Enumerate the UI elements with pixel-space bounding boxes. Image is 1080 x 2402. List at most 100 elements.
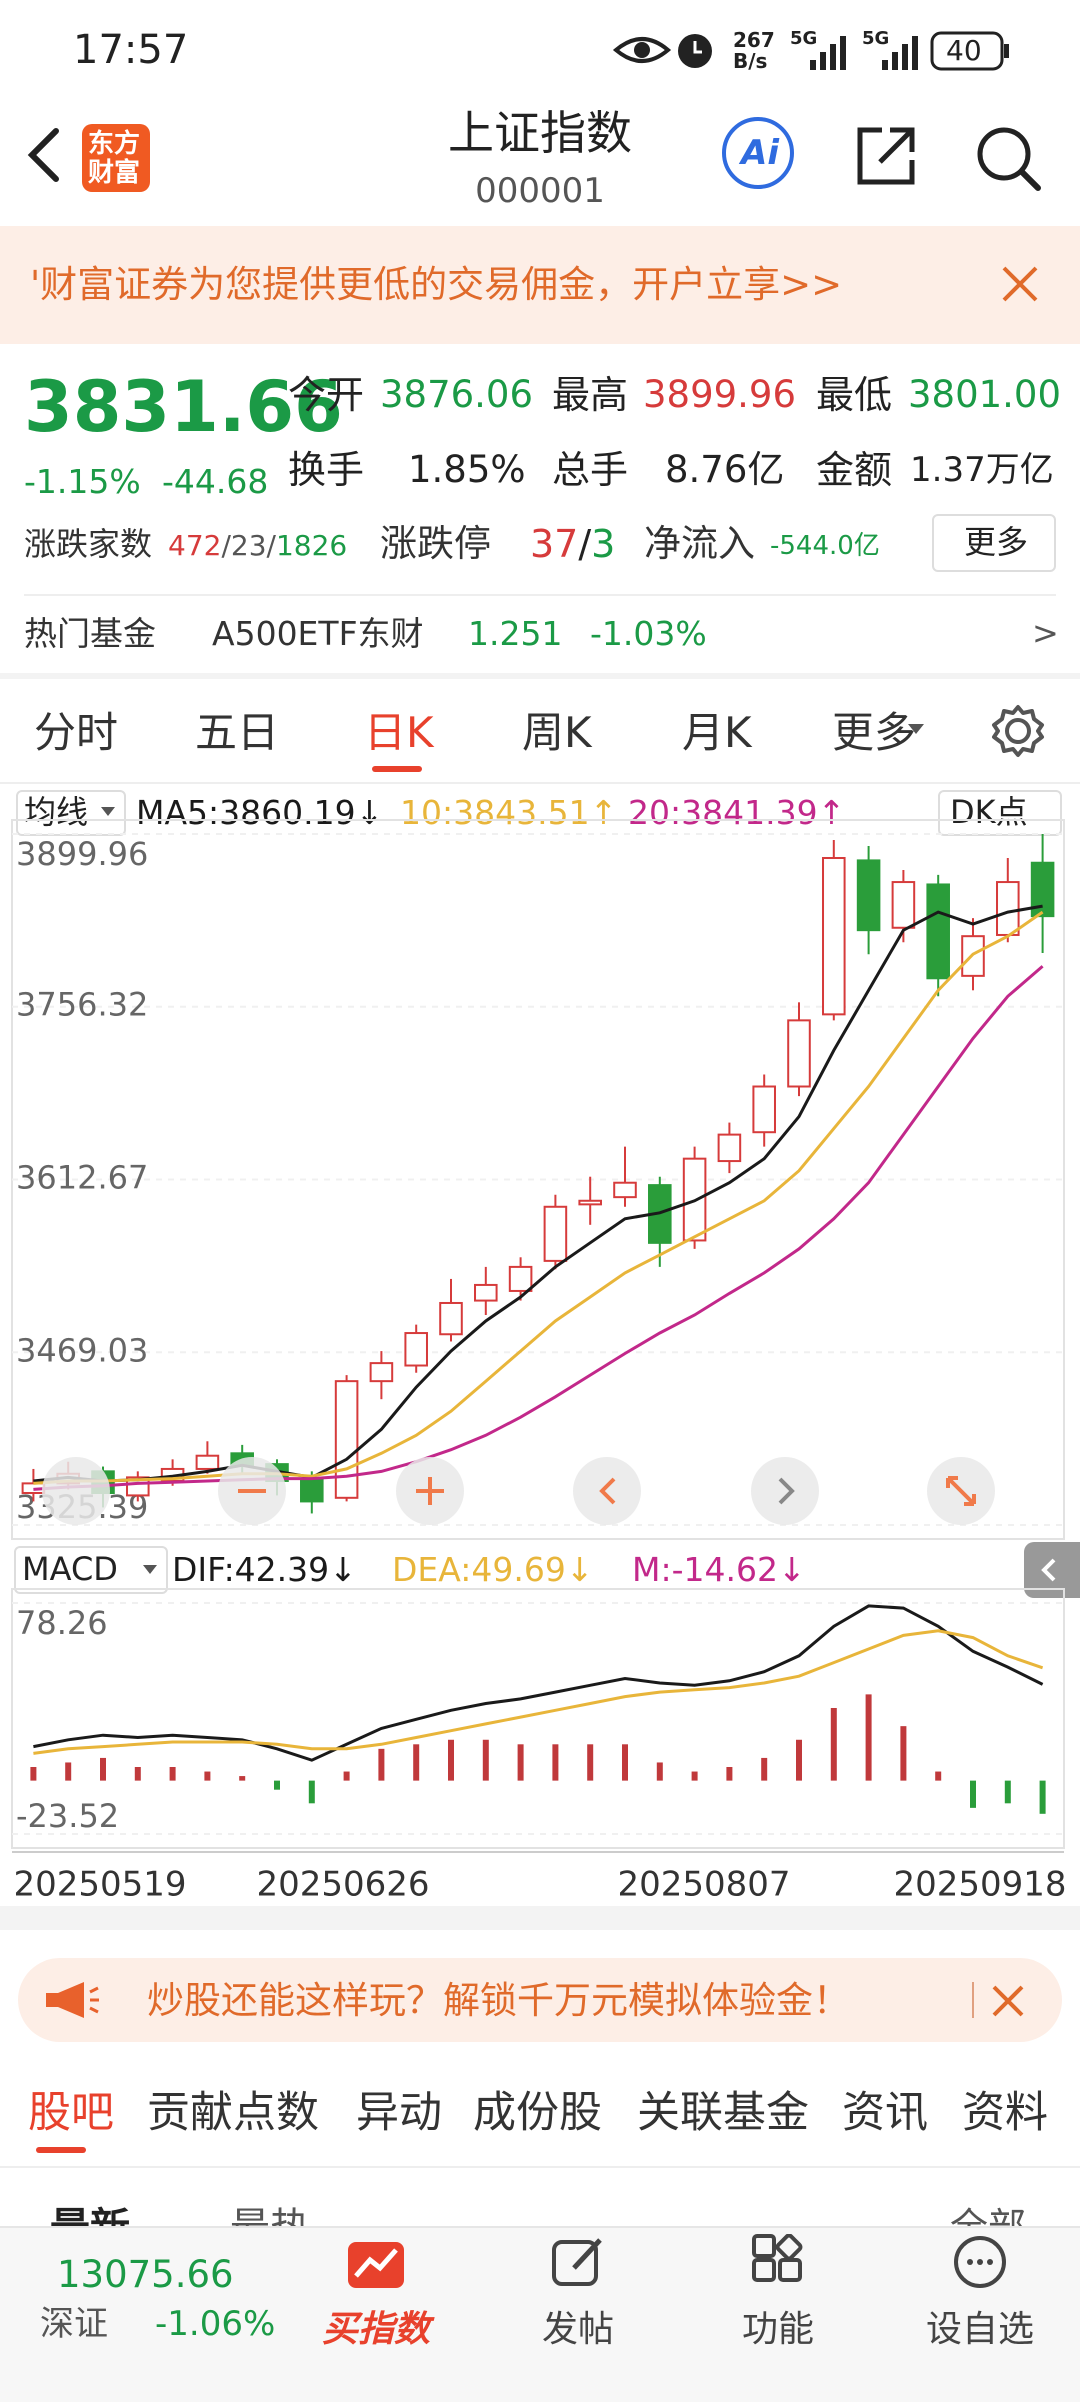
section-gap [0, 1906, 1080, 1930]
macd-bar [726, 1767, 733, 1781]
macd-bar [970, 1780, 976, 1808]
macd-bar [378, 1748, 385, 1781]
tab[interactable]: 贡献点数 [147, 2088, 319, 2138]
chart-controls [42, 1457, 995, 1525]
tab-underline [372, 766, 422, 772]
x-tick-label: 20250626 [256, 1865, 429, 1905]
candle-body [613, 1181, 637, 1199]
alarm-icon [678, 34, 712, 68]
tab[interactable]: 日K [364, 708, 434, 757]
plot-frame [11, 1588, 1065, 1849]
tab[interactable]: 分时 [34, 708, 119, 757]
close-button[interactable] [990, 1983, 1026, 2019]
stat-value: 3876.06 [380, 373, 534, 416]
dk-label[interactable]: DK点 [950, 793, 1028, 831]
legend-entry: 10:3843.51↑ [400, 793, 618, 832]
scroll-right[interactable] [751, 1457, 819, 1525]
nav-index-value[interactable]: 13075.66 [57, 2253, 234, 2296]
macd-bar [169, 1767, 176, 1781]
tab[interactable]: 股吧 [28, 2088, 114, 2138]
macd-bar [761, 1757, 768, 1781]
nav-item[interactable]: 发帖 [541, 2309, 614, 2350]
change-pct: -1.15% [24, 462, 141, 501]
limit-label: 涨跌停 [380, 522, 491, 565]
tab[interactable]: 关联基金 [637, 2088, 809, 2138]
nav-index-name[interactable]: 深证 [40, 2304, 108, 2344]
share-button[interactable] [852, 122, 920, 190]
nav-index-change[interactable]: -1.06% [155, 2304, 276, 2344]
macd-bar [134, 1767, 141, 1781]
macd-bar [30, 1767, 37, 1781]
banner-text[interactable]: '财富证券为您提供更低的交易佣金，开户立享>> [30, 263, 843, 306]
macd-bar [413, 1744, 420, 1781]
flow-value: -544.0亿 [770, 531, 880, 561]
ad-banner[interactable] [0, 226, 1080, 344]
fund-arrow[interactable]: > [1032, 614, 1059, 652]
watchlist-icon [954, 2236, 1006, 2288]
close-button[interactable] [998, 262, 1042, 306]
status-time: 17:57 [73, 27, 189, 73]
speaker-icon [46, 1982, 99, 2018]
indicator-line [33, 965, 1044, 1491]
promo-banner[interactable] [18, 1958, 1062, 2042]
settings-button[interactable] [990, 703, 1046, 759]
legend-entry: 20:3841.39↑ [628, 793, 846, 832]
fund-label: 热门基金 [24, 614, 156, 653]
flow-label: 净流入 [644, 522, 755, 565]
indicator-line [33, 1604, 1044, 1762]
ai-button[interactable] [722, 117, 794, 189]
tab[interactable]: 资讯 [842, 2088, 928, 2138]
tab[interactable]: 月K [682, 708, 752, 757]
tab[interactable]: 异动 [356, 2088, 442, 2138]
y-tick-label: 3469.03 [16, 1331, 148, 1369]
info-tabs: 股吧 贡献点数 异动 成份股 关联基金 资讯 资料 [0, 2088, 1080, 2158]
nav-item[interactable]: 买指数 [321, 2309, 430, 2350]
search-button[interactable] [972, 122, 1044, 194]
candle-body [856, 859, 881, 932]
macd-bar [517, 1744, 524, 1781]
more-label[interactable]: 更多 [963, 523, 1028, 561]
tab[interactable]: 周K [522, 708, 592, 757]
candle-body [543, 1205, 568, 1262]
promo-text[interactable]: 炒股还能这样玩？解锁千万元模拟体验金！ [147, 1979, 850, 2022]
promo-divider [972, 1982, 974, 2018]
macd-bar [239, 1776, 246, 1781]
macd-bar [65, 1762, 72, 1781]
ma-selector-label[interactable]: 均线 [24, 793, 89, 831]
tab[interactable]: 五日 [195, 708, 280, 757]
more-button[interactable] [932, 514, 1056, 572]
stat-label: 换手 [288, 448, 365, 492]
logo-text: 财富 [88, 158, 141, 188]
macd-bar [691, 1771, 698, 1781]
nav-item[interactable]: 功能 [741, 2309, 814, 2350]
tab[interactable]: 成份股 [473, 2088, 602, 2138]
stat-label: 最高 [552, 373, 629, 417]
signal-icon [810, 36, 846, 70]
divider [0, 782, 1080, 784]
x-tick-label: 20250519 [13, 1865, 186, 1905]
candle-body [926, 883, 950, 980]
breadth-label: 涨跌家数 [24, 525, 153, 563]
back-button[interactable] [22, 125, 66, 185]
macd-bar [830, 1707, 837, 1781]
candle-body [195, 1454, 220, 1470]
dropdown-caret [143, 1565, 157, 1574]
tab[interactable]: 更多 [832, 708, 917, 757]
candle-body [717, 1133, 742, 1163]
collapse-arrow [1041, 1558, 1056, 1582]
net-speed-unit: B/s [733, 49, 768, 73]
indicator-label[interactable]: MACD [22, 1550, 118, 1588]
decliners: 1826 [275, 529, 348, 562]
fund-change: -1.03% [590, 614, 707, 653]
x-tick-label: 20250807 [617, 1865, 790, 1905]
tab[interactable]: 资料 [962, 2088, 1048, 2138]
indicator-selector[interactable] [14, 1546, 168, 1594]
fund-name[interactable]: A500ETF东财 [212, 614, 424, 653]
nav-item[interactable]: 设自选 [925, 2309, 1034, 2350]
macd-bar [1004, 1780, 1011, 1804]
bottom-nav [0, 2226, 1080, 2402]
scroll-left[interactable] [573, 1457, 641, 1525]
control-button[interactable] [42, 1457, 110, 1525]
breadth-values: 472/23/1826 [168, 532, 347, 560]
macd-bar [865, 1694, 872, 1781]
